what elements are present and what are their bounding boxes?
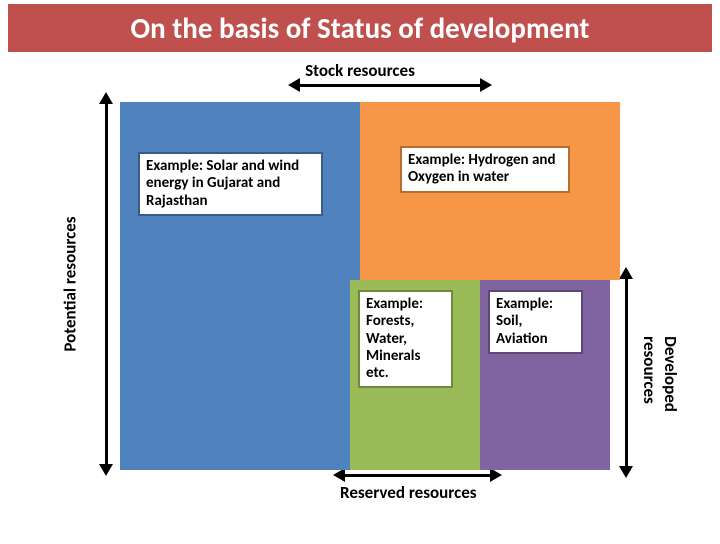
arrow-top (300, 84, 480, 87)
example-box-top-right: Example: Hydrogen and Oxygen in water (400, 146, 570, 193)
quadrant-bottom-left: Example: Forests, Water, Minerals etc. (350, 280, 480, 470)
arrow-bottom (345, 474, 490, 477)
page-title: On the basis of Status of development (131, 10, 590, 46)
arrow-left-head-up (99, 92, 113, 104)
arrow-bottom-head-left (333, 468, 345, 482)
arrow-top-head-right (480, 78, 492, 92)
arrow-right-head-down (619, 466, 633, 478)
axis-label-left: Potential resources (60, 216, 81, 351)
axis-label-top: Stock resources (0, 60, 720, 81)
example-box-bottom-left: Example: Forests, Water, Minerals etc. (358, 290, 453, 388)
arrow-bottom-head-right (490, 468, 502, 482)
quadrant-bottom-right: Example: Soil, Aviation (480, 280, 610, 470)
axis-label-bottom: Reserved resources (340, 482, 477, 503)
quadrant-top-left: Example: Solar and wind energy in Gujara… (120, 102, 360, 470)
arrow-top-head-left (288, 78, 300, 92)
example-box-top-left: Example: Solar and wind energy in Gujara… (138, 152, 323, 216)
quadrant-diagram: Example: Solar and wind energy in Gujara… (120, 102, 620, 470)
axis-label-right: Developed resources (639, 336, 681, 412)
arrow-left-head-down (99, 464, 113, 476)
arrow-left (105, 104, 108, 464)
arrow-right-head-up (619, 267, 633, 279)
example-box-bottom-right: Example: Soil, Aviation (488, 290, 583, 354)
arrow-right (625, 279, 628, 466)
title-bar: On the basis of Status of development (8, 4, 712, 52)
quadrant-top-right: Example: Hydrogen and Oxygen in water (360, 102, 620, 280)
